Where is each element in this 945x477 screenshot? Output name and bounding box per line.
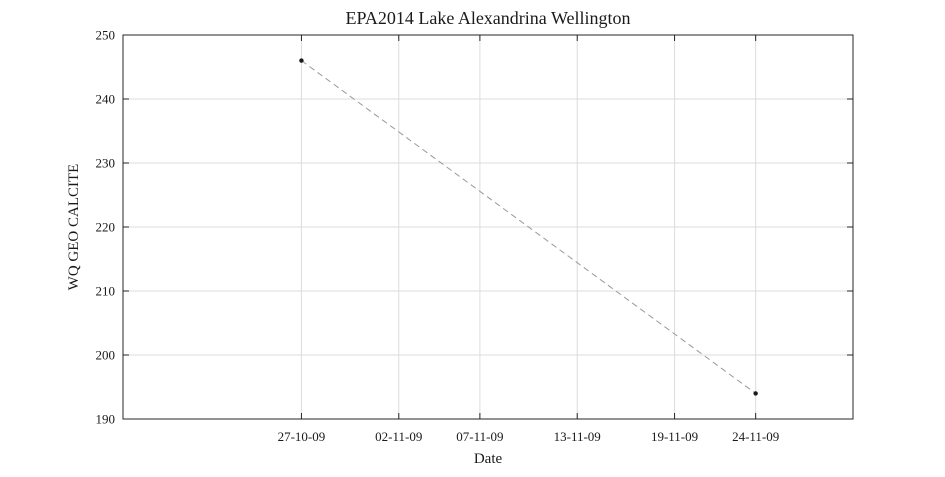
x-tick-label: 24-11-09 [732,429,779,444]
axis-ticks [123,34,853,420]
x-tick-label: 13-11-09 [554,429,601,444]
series-line [301,60,756,394]
x-tick-labels: 27-10-09 02-11-09 07-11-09 13-11-09 19-11-09… [278,429,780,444]
data-point [753,391,758,396]
x-tick-label: 27-10-09 [278,429,326,444]
y-tick-label: 200 [96,348,116,363]
x-tick-label: 02-11-09 [375,429,422,444]
x-axis-label: Date [474,451,503,467]
data-point [299,58,304,63]
y-tick-label: 250 [96,28,116,43]
y-axis-label: WQ GEO CALCITE [66,164,82,291]
series-layer [299,58,758,396]
y-tick-label: 240 [96,92,116,107]
x-tick-label: 19-11-09 [651,429,698,444]
y-tick-labels: 190 200 210 220 230 240 250 [96,28,116,427]
x-tick-label: 07-11-09 [456,429,503,444]
y-tick-label: 230 [96,156,116,171]
y-tick-label: 190 [96,412,116,427]
y-tick-label: 210 [96,284,116,299]
y-tick-label: 220 [96,220,116,235]
chart-title: EPA2014 Lake Alexandrina Wellington [345,8,630,28]
